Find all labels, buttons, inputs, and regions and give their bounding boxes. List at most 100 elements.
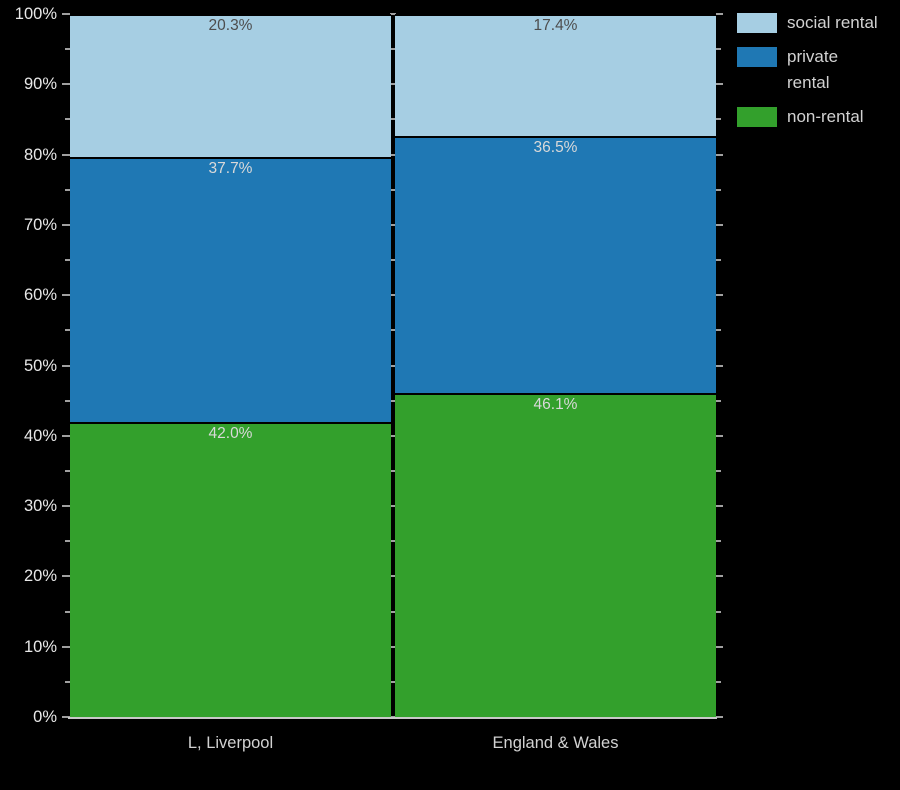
y-axis-tick bbox=[62, 83, 70, 86]
y-axis-right-tick bbox=[716, 505, 723, 508]
y-axis-right-tick bbox=[716, 153, 723, 156]
y-axis-right-tick bbox=[716, 469, 721, 472]
legend-item-non-rental: non-rental bbox=[737, 104, 878, 130]
y-axis-tick bbox=[62, 645, 70, 648]
bar-segment-social-rental bbox=[70, 14, 391, 157]
legend-item-private-rental: private rental bbox=[737, 44, 878, 96]
y-axis-tick bbox=[62, 716, 70, 718]
bar-segment-value-label: 42.0% bbox=[208, 424, 253, 442]
y-axis-divider-tick bbox=[390, 188, 396, 191]
y-axis-tick-label: 60% bbox=[23, 286, 57, 305]
y-axis-tick bbox=[62, 575, 70, 578]
bar-segment-value-label: 20.3% bbox=[208, 17, 253, 34]
legend-swatch-non-rental bbox=[737, 107, 777, 127]
legend: social rental private rental non-rental bbox=[737, 10, 878, 130]
y-axis-divider-tick bbox=[390, 469, 396, 472]
y-axis-right-tick bbox=[716, 645, 723, 648]
y-axis-tick-label: 0% bbox=[33, 708, 57, 726]
y-axis-divider-tick bbox=[390, 540, 396, 543]
y-axis-tick bbox=[65, 188, 70, 191]
legend-item-social-rental: social rental bbox=[737, 10, 878, 36]
y-axis-tick-label: 50% bbox=[23, 356, 57, 375]
y-axis-tick-label: 20% bbox=[23, 567, 57, 586]
y-axis-right-tick bbox=[716, 575, 723, 578]
y-axis-divider-tick bbox=[390, 294, 396, 297]
y-axis-right-tick bbox=[716, 259, 721, 262]
y-axis-right-tick bbox=[716, 118, 721, 121]
y-axis-divider-tick bbox=[390, 329, 396, 332]
y-axis-tick bbox=[65, 680, 70, 683]
legend-swatch-social-rental bbox=[737, 13, 777, 33]
legend-swatch-private-rental bbox=[737, 47, 777, 67]
y-axis-divider-tick bbox=[390, 259, 396, 262]
y-axis-tick-label: 80% bbox=[23, 145, 57, 164]
y-axis-right-tick bbox=[716, 364, 723, 367]
y-axis-divider-tick bbox=[390, 610, 396, 613]
x-axis-category-label: England & Wales bbox=[492, 734, 619, 752]
y-axis-right-tick bbox=[716, 294, 723, 297]
y-axis-tick-label: 70% bbox=[23, 215, 57, 234]
bar-segment-private-rental bbox=[395, 136, 716, 393]
y-axis-right-tick bbox=[716, 223, 723, 226]
y-axis-right-tick bbox=[716, 540, 721, 543]
y-axis-tick bbox=[62, 153, 70, 156]
y-axis-divider-tick bbox=[390, 13, 396, 15]
bar-segment-non-rental bbox=[395, 392, 716, 717]
y-axis-tick bbox=[62, 294, 70, 297]
y-axis-tick bbox=[65, 610, 70, 613]
y-axis-tick-label: 100% bbox=[14, 5, 57, 23]
y-axis-divider-tick bbox=[390, 153, 396, 156]
y-axis-right-tick bbox=[716, 329, 721, 332]
y-axis-tick bbox=[65, 540, 70, 543]
y-axis-tick bbox=[65, 329, 70, 332]
legend-label-private-rental: private rental bbox=[787, 47, 839, 92]
x-axis-line bbox=[68, 717, 717, 719]
y-axis-tick bbox=[65, 399, 70, 402]
y-axis-divider-tick bbox=[390, 575, 396, 578]
bar-segment-private-rental bbox=[70, 156, 391, 422]
y-axis-right-tick bbox=[716, 188, 721, 191]
y-axis-right-tick bbox=[716, 680, 721, 683]
y-axis-divider-tick bbox=[390, 645, 396, 648]
y-axis-right-tick bbox=[716, 399, 721, 402]
y-axis-divider-tick bbox=[390, 48, 396, 51]
y-axis-tick bbox=[62, 434, 70, 437]
y-axis-tick-label: 90% bbox=[23, 75, 57, 94]
x-axis-category-label: L, Liverpool bbox=[187, 734, 274, 752]
bar-segment-social-rental bbox=[395, 14, 716, 137]
y-axis-divider-tick bbox=[390, 399, 396, 402]
y-axis-divider-tick bbox=[390, 364, 396, 367]
bar-segment-value-label: 36.5% bbox=[533, 139, 578, 157]
y-axis-divider-tick bbox=[390, 83, 396, 86]
y-axis-tick bbox=[62, 223, 70, 226]
legend-label-social-rental: social rental bbox=[787, 13, 878, 32]
y-axis-right-tick bbox=[716, 716, 723, 718]
y-axis-right-tick bbox=[716, 83, 723, 86]
y-axis-tick bbox=[62, 505, 70, 508]
y-axis-tick bbox=[62, 364, 70, 367]
y-axis-right-tick bbox=[716, 13, 723, 15]
y-axis-divider-tick bbox=[390, 434, 396, 437]
bar-segment-value-label: 17.4% bbox=[533, 17, 578, 34]
y-axis-tick bbox=[62, 13, 70, 15]
y-axis-tick bbox=[65, 259, 70, 262]
y-axis-divider-tick bbox=[390, 680, 396, 683]
y-axis-tick bbox=[65, 469, 70, 472]
y-axis-tick bbox=[65, 48, 70, 51]
y-axis-tick-label: 40% bbox=[23, 426, 57, 445]
y-axis-divider-tick bbox=[390, 118, 396, 121]
y-axis-divider-tick bbox=[390, 505, 396, 508]
y-axis-tick bbox=[65, 118, 70, 121]
bar-segment-value-label: 46.1% bbox=[533, 395, 578, 413]
y-axis-tick-label: 10% bbox=[23, 637, 57, 656]
y-axis-right-tick bbox=[716, 434, 723, 437]
bar-segment-non-rental bbox=[70, 421, 391, 717]
y-axis-divider-tick bbox=[390, 223, 396, 226]
y-axis-right-tick bbox=[716, 610, 721, 613]
bar-segment-value-label: 37.7% bbox=[208, 159, 253, 177]
y-axis-tick-label: 30% bbox=[23, 497, 57, 516]
legend-label-non-rental: non-rental bbox=[787, 107, 864, 126]
y-axis-right-tick bbox=[716, 48, 721, 51]
